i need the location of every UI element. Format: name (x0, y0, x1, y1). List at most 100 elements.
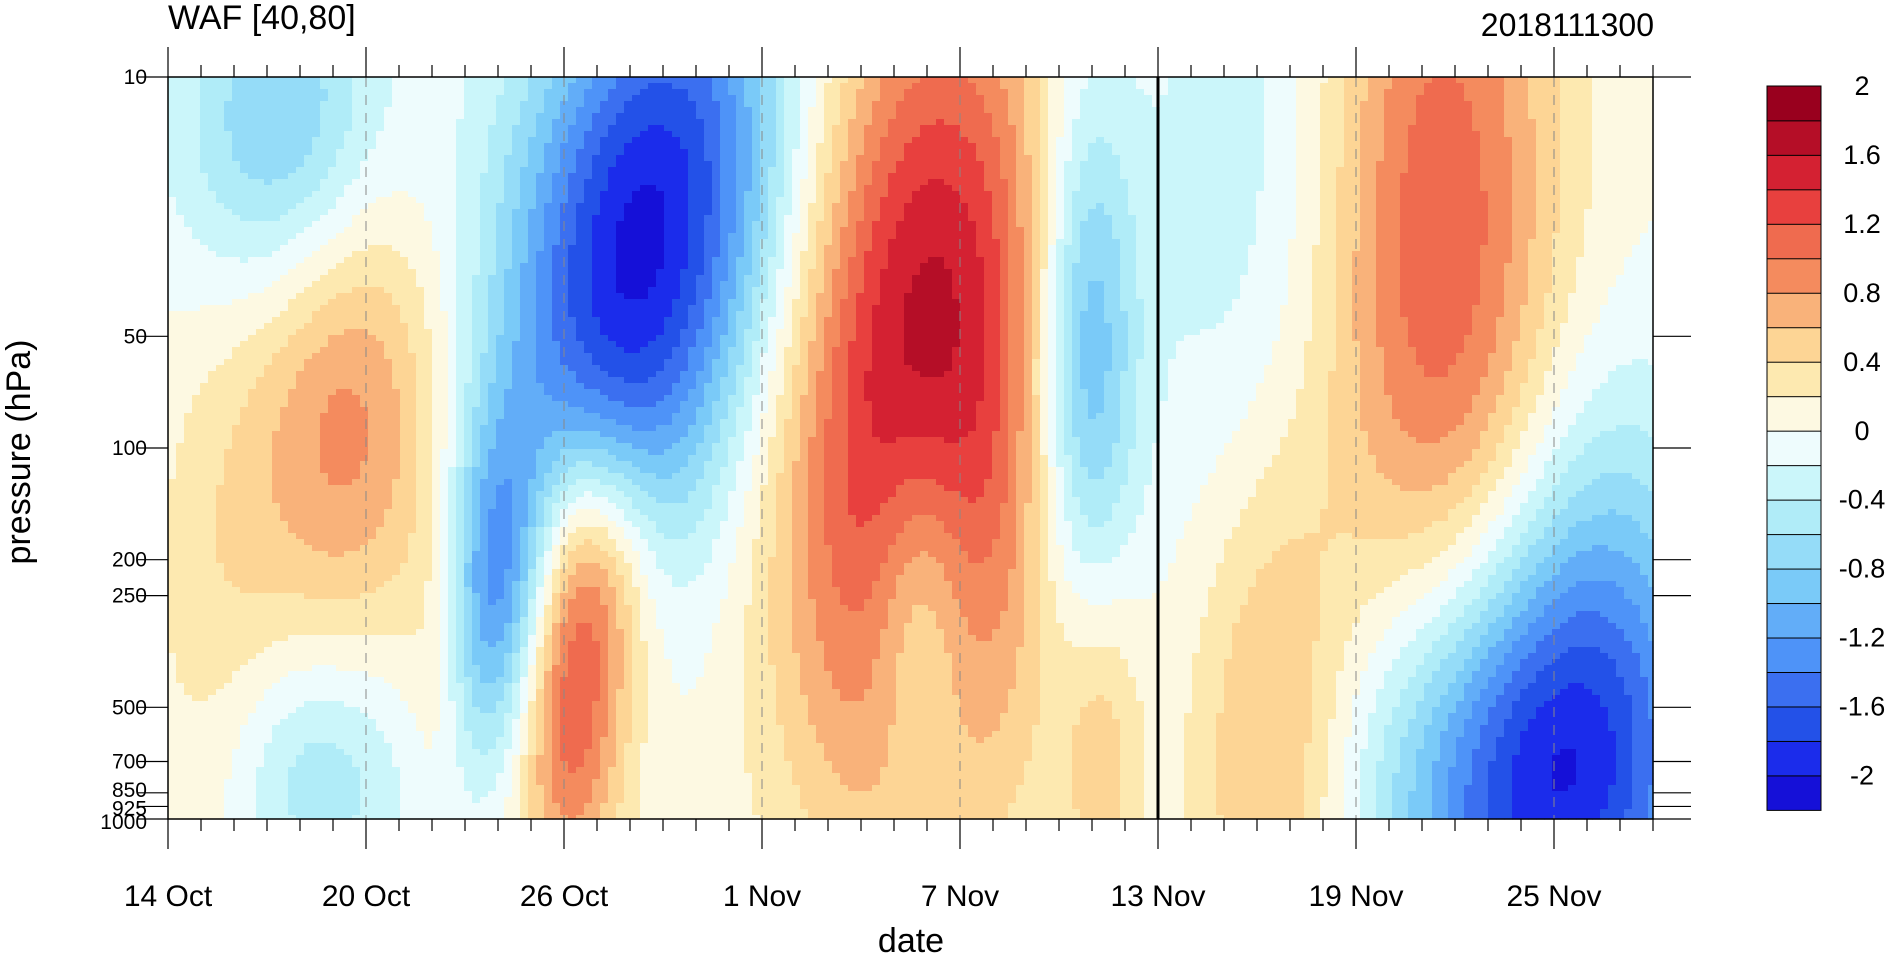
field-cell (616, 77, 625, 84)
field-cell (400, 89, 409, 96)
field-cell (1528, 137, 1537, 144)
field-cell (1376, 233, 1385, 240)
field-cell (392, 95, 401, 102)
field-cell (1608, 203, 1617, 210)
field-cell (488, 203, 497, 210)
field-cell (1632, 131, 1641, 138)
field-cell (944, 143, 953, 150)
field-cell (1464, 101, 1473, 108)
field-cell (1416, 233, 1425, 240)
field-cell (528, 227, 537, 234)
field-cell (840, 107, 849, 114)
field-cell (920, 197, 929, 204)
field-cell (432, 191, 441, 198)
field-cell (792, 143, 801, 150)
field-cell (496, 215, 505, 222)
field-cell (760, 185, 769, 192)
field-cell (1136, 167, 1145, 174)
field-cell (1576, 101, 1585, 108)
field-cell (584, 77, 593, 84)
field-cell (824, 221, 833, 228)
field-cell (1272, 125, 1281, 132)
field-cell (1616, 191, 1625, 198)
field-cell (984, 221, 993, 228)
field-cell (640, 155, 649, 162)
field-cell (1216, 203, 1225, 210)
field-cell (896, 89, 905, 96)
field-cell (704, 173, 713, 180)
field-cell (448, 161, 457, 168)
field-cell (1280, 185, 1289, 192)
field-cell (1392, 203, 1401, 210)
field-cell (920, 155, 929, 162)
field-cell (752, 113, 761, 120)
field-cell (576, 161, 585, 168)
field-cell (1232, 233, 1241, 240)
field-cell (1264, 173, 1273, 180)
field-cell (1376, 167, 1385, 174)
field-cell (344, 155, 353, 162)
field-cell (792, 221, 801, 228)
field-cell (736, 125, 745, 132)
field-cell (1032, 185, 1041, 192)
field-cell (512, 155, 521, 162)
field-cell (608, 179, 617, 186)
field-cell (1016, 125, 1025, 132)
field-cell (1096, 173, 1105, 180)
field-cell (280, 233, 289, 240)
field-cell (1504, 137, 1513, 144)
field-cell (856, 95, 865, 102)
field-cell (976, 221, 985, 228)
field-cell (672, 191, 681, 198)
field-cell (800, 185, 809, 192)
field-cell (1496, 161, 1505, 168)
field-cell (576, 83, 585, 90)
field-cell (552, 101, 561, 108)
field-cell (432, 221, 441, 228)
field-cell (1472, 125, 1481, 132)
field-cell (824, 191, 833, 198)
field-cell (904, 131, 913, 138)
field-cell (624, 161, 633, 168)
field-cell (744, 215, 753, 222)
field-cell (1328, 161, 1337, 168)
field-cell (800, 233, 809, 240)
field-cell (592, 95, 601, 102)
field-cell (256, 209, 265, 216)
field-cell (1560, 155, 1569, 162)
field-cell (384, 149, 393, 156)
field-cell (1320, 89, 1329, 96)
field-cell (888, 233, 897, 240)
field-cell (1312, 137, 1321, 144)
field-cell (752, 197, 761, 204)
field-cell (1376, 203, 1385, 210)
field-cell (1112, 227, 1121, 234)
field-cell (432, 107, 441, 114)
field-cell (1376, 77, 1385, 84)
field-cell (1128, 179, 1137, 186)
field-cell (1008, 179, 1017, 186)
field-cell (248, 215, 257, 222)
field-cell (568, 113, 577, 120)
field-cell (256, 161, 265, 168)
field-cell (192, 173, 201, 180)
field-cell (720, 221, 729, 228)
field-cell (992, 155, 1001, 162)
field-cell (992, 101, 1001, 108)
field-cell (1440, 221, 1449, 228)
field-cell (872, 233, 881, 240)
field-cell (1384, 113, 1393, 120)
field-cell (1024, 95, 1033, 102)
field-cell (1288, 131, 1297, 138)
field-cell (952, 119, 961, 126)
field-cell (1192, 203, 1201, 210)
field-cell (232, 209, 241, 216)
field-cell (896, 179, 905, 186)
field-cell (704, 119, 713, 126)
field-cell (1128, 77, 1137, 84)
field-cell (704, 137, 713, 144)
field-cell (296, 233, 305, 240)
field-cell (744, 155, 753, 162)
field-cell (1256, 167, 1265, 174)
field-cell (624, 95, 633, 102)
